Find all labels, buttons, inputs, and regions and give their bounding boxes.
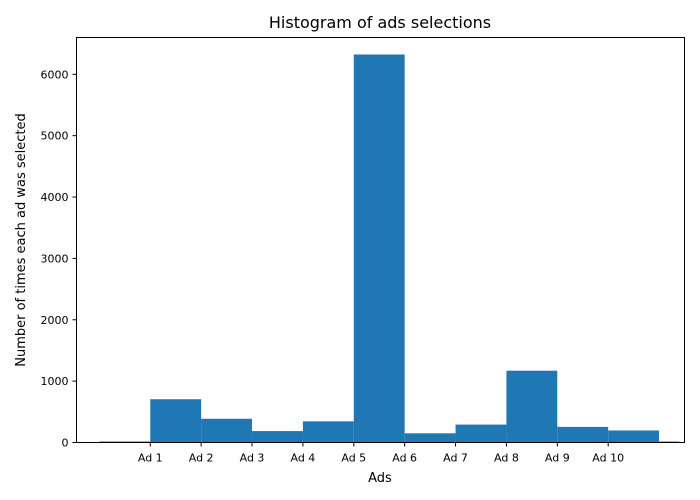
bar-2 <box>150 399 202 443</box>
x-tick-label-3: Ad 3 <box>240 452 265 465</box>
x-axis-label: Ads <box>368 471 392 486</box>
bar-3 <box>201 418 253 443</box>
chart-title: Histogram of ads selections <box>269 13 491 32</box>
bars-layer <box>99 54 680 443</box>
y-tick-label-0: 0 <box>62 437 69 450</box>
x-tick-label-5: Ad 5 <box>341 452 366 465</box>
x-tick-label-9: Ad 9 <box>545 452 570 465</box>
bar-4 <box>252 431 303 443</box>
y-tick-label-1000: 1000 <box>41 375 69 388</box>
bar-7 <box>404 433 456 443</box>
bar-9 <box>506 370 558 443</box>
y-tick-label-4000: 4000 <box>41 191 69 204</box>
x-tick-label-1: Ad 1 <box>138 452 163 465</box>
x-tick-label-4: Ad 4 <box>291 452 316 465</box>
plot-frame <box>76 37 685 443</box>
bar-5 <box>302 421 354 443</box>
x-tick-label-7: Ad 7 <box>443 452 468 465</box>
y-tick-label-3000: 3000 <box>41 252 69 265</box>
x-tick-label-2: Ad 2 <box>189 452 214 465</box>
y-tick-label-6000: 6000 <box>41 68 69 81</box>
y-tick-label-5000: 5000 <box>41 130 69 143</box>
y-axis-label: Number of times each ad was selected <box>14 113 29 367</box>
bar-6 <box>353 54 405 443</box>
y-tick-label-2000: 2000 <box>41 314 69 327</box>
ticks-layer: 0 1000 2000 3000 4000 5000 6000 Ad 1 Ad 2 Ad 3 Ad … <box>41 68 625 464</box>
bar-8 <box>455 424 507 443</box>
bar-10 <box>557 426 609 443</box>
x-tick-label-8: Ad 8 <box>494 452 519 465</box>
bar-11 <box>608 430 660 443</box>
x-tick-label-6: Ad 6 <box>392 452 417 465</box>
x-tick-label-10: Ad 10 <box>592 452 624 465</box>
